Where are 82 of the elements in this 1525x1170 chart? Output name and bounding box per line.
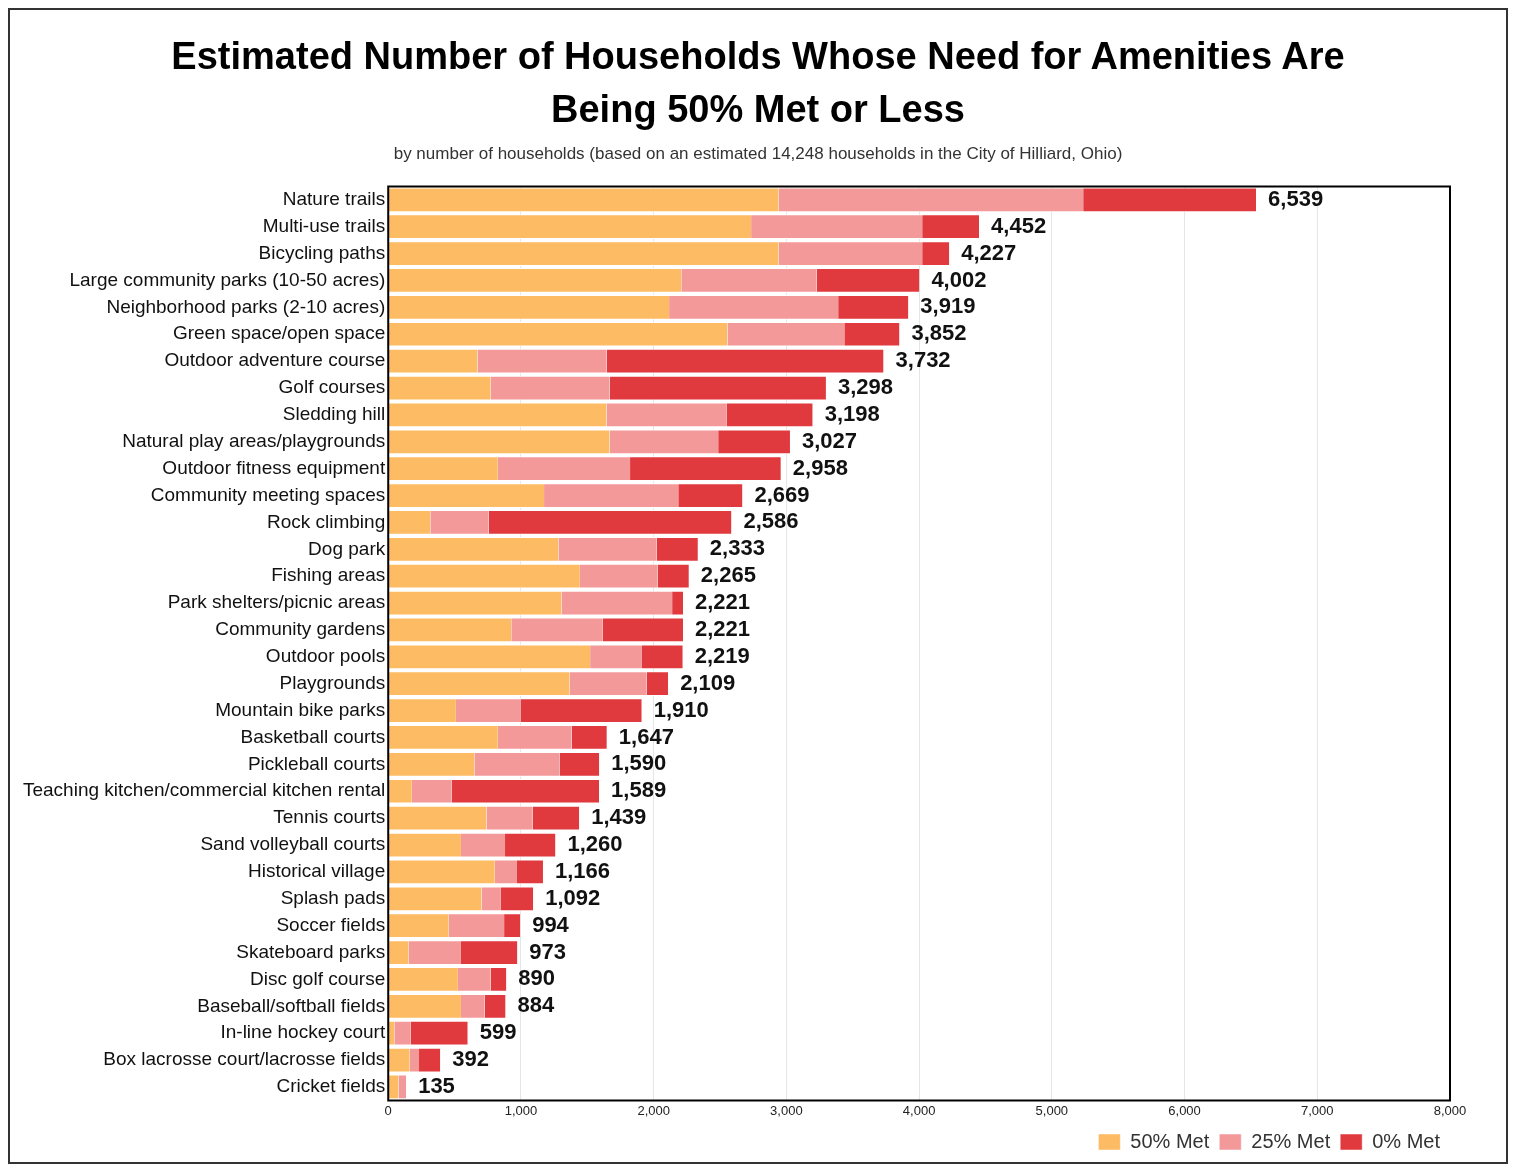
total-label: 4,227	[961, 240, 1017, 266]
x-tick-label: 0	[384, 1103, 392, 1119]
y-tick-label: Soccer fields	[276, 914, 386, 936]
x-tick-label: 3,000	[770, 1103, 803, 1119]
total-label: 1,589	[611, 777, 667, 803]
total-label: 1,647	[618, 723, 674, 749]
legend-label: 0% Met	[1372, 1129, 1441, 1152]
chart-subtitle: by number of households (based on an estimated 14,248 households in the City of Hilliard, Ohio)	[392, 144, 1124, 165]
y-tick-label: Natural play areas/playgrounds	[122, 430, 386, 452]
y-tick-label: Cricket fields	[276, 1075, 386, 1097]
total-label: 2,669	[754, 481, 810, 507]
total-label: 973	[529, 938, 567, 964]
total-label: 1,439	[591, 804, 647, 830]
y-tick-label: Community gardens	[215, 618, 386, 640]
y-tick-label: Box lacrosse court/lacrosse fields	[103, 1048, 386, 1070]
total-label: 2,586	[743, 508, 799, 534]
x-tick-label: 5,000	[1035, 1103, 1069, 1119]
y-tick-label: Teaching kitchen/commercial kitchen rental	[22, 779, 386, 801]
y-tick-label: Outdoor fitness equipment	[162, 457, 386, 479]
y-tick-label: Dog park	[308, 537, 386, 559]
y-tick-label: Rock climbing	[266, 511, 386, 533]
y-tick-label: Nature trails	[282, 188, 386, 210]
y-tick-label: Fishing areas	[271, 564, 386, 586]
y-tick-label: Basketball courts	[240, 726, 386, 748]
y-tick-label: Neighborhood parks (2-10 acres)	[106, 295, 386, 317]
total-label: 6,539	[1268, 186, 1324, 212]
y-tick-label: Splash pads	[280, 887, 386, 909]
y-tick-label: Golf courses	[278, 376, 386, 398]
y-tick-label: Skateboard parks	[236, 941, 386, 963]
y-tick-label: Park shelters/picnic areas	[167, 591, 386, 613]
total-label: 3,919	[920, 293, 976, 319]
total-label: 890	[518, 965, 556, 991]
total-label: 1,910	[653, 697, 709, 723]
chart-title: Estimated Number of Households Whose Need for Amenities Are Being 50% Met or Less	[170, 34, 1346, 133]
legend-label: 25% Met	[1251, 1129, 1331, 1152]
y-tick-label: Community meeting spaces	[150, 484, 386, 506]
y-tick-label: Baseball/softball fields	[197, 994, 386, 1016]
total-label: 3,198	[824, 401, 880, 427]
total-label: 392	[452, 1046, 489, 1072]
total-label: 1,590	[611, 750, 667, 776]
y-tick-label: Outdoor adventure course	[164, 349, 386, 371]
y-tick-label: Mountain bike parks	[215, 699, 386, 721]
total-label: 2,221	[695, 589, 751, 615]
x-tick-label: 6,000	[1168, 1103, 1201, 1119]
y-tick-label: Playgrounds	[279, 672, 386, 694]
total-label: 2,958	[792, 455, 848, 481]
total-label: 2,333	[709, 535, 765, 561]
total-label: 2,109	[680, 670, 736, 696]
x-tick-label: 7,000	[1301, 1103, 1334, 1119]
y-tick-label: Large community parks (10-50 acres)	[69, 269, 386, 291]
total-label: 4,452	[991, 213, 1047, 239]
y-tick-label: Outdoor pools	[265, 645, 386, 667]
total-label: 884	[517, 992, 556, 1018]
y-tick-label: Bicycling paths	[258, 242, 386, 264]
y-tick-label: Tennis courts	[273, 806, 386, 828]
x-tick-label: 8,000	[1433, 1103, 1467, 1119]
total-label: 1,260	[567, 831, 623, 857]
total-label: 135	[418, 1073, 455, 1099]
legend-label: 50% Met	[1130, 1129, 1210, 1152]
x-tick-label: 4,000	[902, 1103, 936, 1119]
total-label: 1,092	[545, 885, 601, 911]
total-label: 3,298	[837, 374, 893, 400]
y-tick-label: Green space/open space	[172, 322, 386, 344]
total-label: 3,027	[801, 428, 858, 454]
total-label: 2,221	[695, 616, 751, 642]
total-label: 4,002	[931, 266, 987, 292]
total-label: 994	[532, 912, 570, 938]
x-tick-label: 2,000	[637, 1103, 670, 1119]
total-label: 2,219	[694, 643, 750, 669]
y-tick-label: Sledding hill	[282, 403, 386, 425]
y-tick-label: Multi-use trails	[262, 215, 386, 237]
x-tick-label: 1,000	[504, 1103, 538, 1119]
total-label: 2,265	[700, 562, 756, 588]
y-tick-label: Sand volleyball courts	[200, 833, 386, 855]
y-tick-label: Historical village	[247, 860, 386, 882]
y-tick-label: Pickleball courts	[247, 752, 386, 774]
total-label: 599	[479, 1019, 517, 1045]
y-tick-label: In-line hockey court	[220, 1021, 386, 1043]
total-label: 1,166	[554, 858, 611, 884]
y-tick-label: Disc golf course	[250, 968, 386, 990]
total-label: 3,852	[911, 320, 967, 346]
total-label: 3,732	[895, 347, 951, 373]
